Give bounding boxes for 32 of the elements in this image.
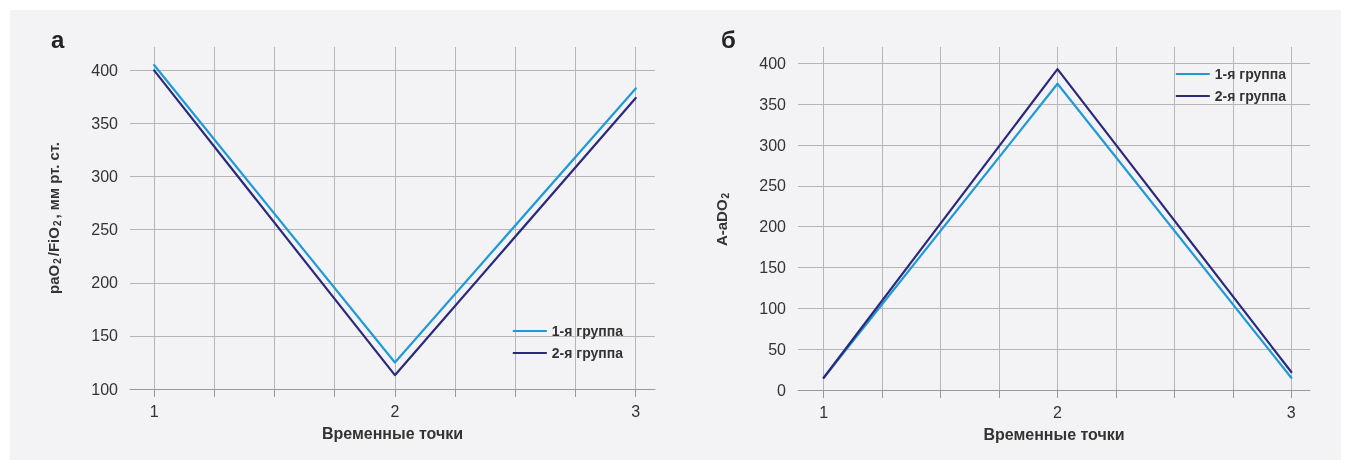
y-tick-label: 300 (759, 136, 787, 154)
chart-title: а (51, 25, 65, 53)
y-tick-label: 150 (91, 327, 119, 345)
y-tick-label: 150 (759, 259, 787, 276)
y-tick-label: 250 (91, 221, 119, 239)
chart-title: б (721, 25, 736, 53)
legend-label: 2-я группа (551, 345, 624, 361)
legend-label: 2-я группа (1214, 88, 1287, 104)
legend-label: 1-я группа (1214, 66, 1287, 82)
y-tick-label: 0 (777, 381, 787, 399)
y-tick-label: 400 (759, 54, 787, 72)
y-tick-label: 100 (759, 299, 787, 317)
y-tick-label: 200 (759, 218, 787, 236)
y-tick-label: 100 (91, 380, 119, 398)
x-tick-label: 2 (390, 402, 400, 420)
y-tick-label: 350 (759, 95, 787, 113)
y-tick-label: 250 (759, 177, 787, 195)
legend-label: 1-я группа (551, 323, 624, 339)
x-axis-title: Временные точки (321, 424, 464, 442)
y-tick-label: 400 (91, 61, 119, 79)
y-tick-label: 50 (768, 340, 787, 358)
x-tick-label: 3 (631, 402, 641, 420)
y-axis-title: paO2/FiO2, мм рт. ст. (44, 141, 63, 295)
x-tick-label: 3 (1286, 403, 1296, 421)
y-tick-label: 300 (91, 168, 119, 186)
x-axis-title: Временные точки (983, 425, 1125, 443)
x-tick-label: 2 (1053, 403, 1063, 421)
y-tick-label: 350 (91, 114, 119, 132)
x-tick-label: 1 (819, 403, 829, 421)
x-tick-label: 1 (149, 402, 159, 420)
y-axis-title: A-aDO2 (712, 192, 731, 247)
y-tick-label: 200 (91, 274, 119, 292)
